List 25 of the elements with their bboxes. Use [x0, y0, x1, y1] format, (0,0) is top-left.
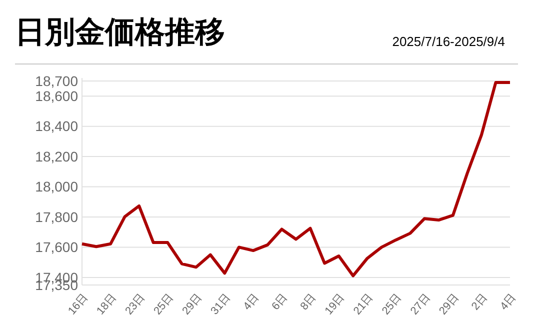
- x-tick-label: 29日: [437, 292, 462, 318]
- y-tick-label: 18,400: [35, 118, 78, 134]
- y-tick-label: 18,700: [35, 72, 78, 89]
- y-tick-label: 18,000: [35, 178, 78, 195]
- x-tick-label: 4日: [241, 292, 262, 313]
- x-tick-label: 4日: [498, 292, 518, 313]
- x-tick-label: 25日: [380, 292, 404, 318]
- x-tick-label: 25日: [152, 292, 176, 318]
- x-tick-label: 23日: [123, 292, 148, 318]
- x-tick-label: 21日: [351, 292, 376, 318]
- x-tick-label: 18日: [94, 292, 119, 318]
- x-tick-label: 8日: [298, 292, 319, 313]
- x-tick-label: 16日: [66, 292, 90, 318]
- y-tick-label: 17,800: [35, 208, 78, 225]
- x-tick-label: 27日: [408, 292, 433, 318]
- y-tick-label: 18,600: [35, 88, 78, 104]
- x-tick-label: 19日: [322, 292, 348, 318]
- x-tick-label: 29日: [180, 292, 204, 318]
- x-tick-label: 2日: [470, 292, 490, 313]
- chart-subtitle: 2025/7/16-2025/9/4: [392, 34, 505, 49]
- x-tick-label: 6日: [270, 292, 290, 313]
- y-tick-label: 17,600: [35, 239, 78, 256]
- x-tick-label: 31日: [208, 292, 233, 318]
- chart-title: 日別金価格推移: [15, 15, 225, 50]
- y-tick-label: 18,200: [35, 148, 78, 164]
